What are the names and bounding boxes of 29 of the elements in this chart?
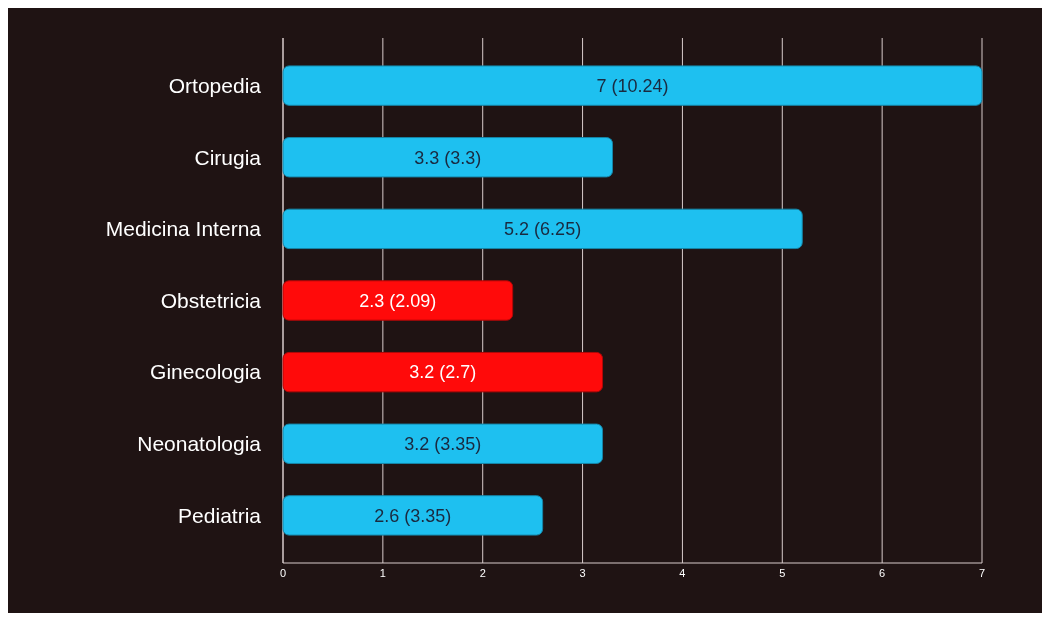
- y-tick-label: Cirugia: [194, 145, 262, 169]
- bar: [282, 280, 514, 321]
- data-label: 7 (10.24): [596, 75, 669, 96]
- data-label: 3.3 (3.3): [414, 147, 482, 168]
- y-tick-label: Obstetricia: [160, 288, 262, 312]
- x-tick-label: 6: [879, 567, 886, 579]
- y-tick-label: Ortopedia: [168, 73, 262, 97]
- bar: [282, 137, 614, 178]
- y-tick-label: Neonatologia: [137, 432, 262, 456]
- bar: [282, 208, 803, 250]
- bar: [282, 351, 604, 393]
- data-label: 3.2 (3.35): [404, 434, 482, 455]
- x-tick-label: 2: [479, 567, 486, 579]
- x-tick-label: 7: [978, 567, 986, 579]
- data-label: 2.3 (2.09): [359, 290, 437, 311]
- bar: [282, 423, 604, 464]
- y-tick-label: Medicina Interna: [105, 217, 262, 241]
- bar: [282, 495, 544, 536]
- data-label: 2.6 (3.35): [374, 505, 452, 526]
- data-label: 5.2 (6.25): [504, 219, 582, 240]
- y-tick-label: Ginecologia: [150, 360, 262, 384]
- y-tick-label: Pediatria: [178, 503, 262, 527]
- x-tick-label: 4: [679, 567, 686, 579]
- x-tick-label: 1: [379, 567, 386, 579]
- bar: [282, 65, 983, 106]
- x-tick-label: 3: [579, 567, 586, 579]
- x-tick-label: 5: [779, 567, 786, 579]
- x-tick-label: 0: [279, 567, 287, 579]
- data-label: 3.2 (2.7): [409, 362, 477, 383]
